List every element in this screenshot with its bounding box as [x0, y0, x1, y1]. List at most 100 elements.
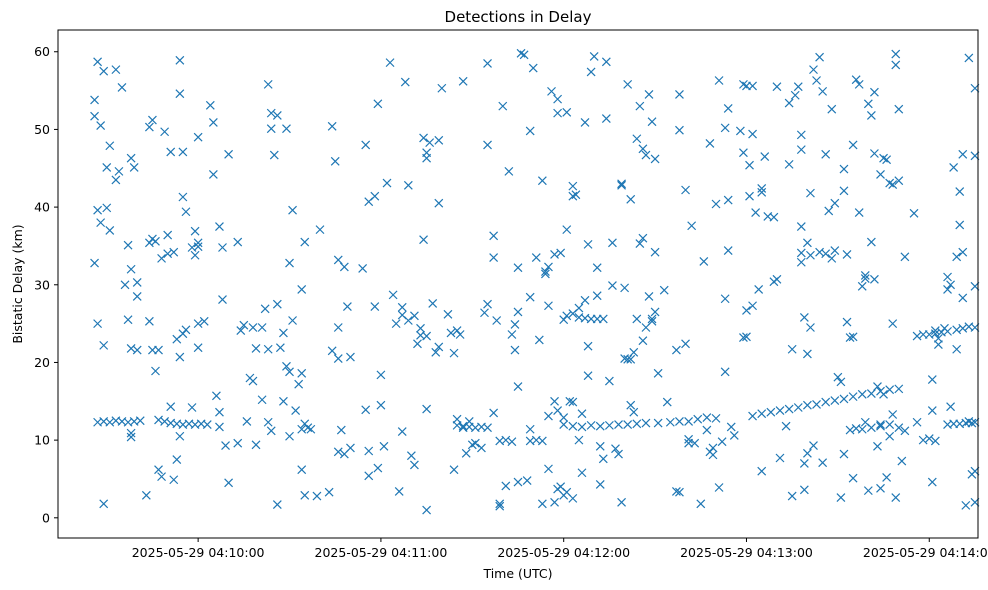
- data-point: [330, 156, 340, 166]
- data-point: [604, 420, 614, 430]
- data-point: [376, 370, 386, 380]
- data-point: [574, 303, 584, 313]
- data-point: [90, 258, 99, 268]
- data-point: [169, 247, 179, 257]
- data-point: [827, 253, 837, 263]
- data-point: [470, 438, 480, 448]
- data-points: [90, 48, 980, 515]
- data-point: [681, 185, 690, 195]
- data-point: [483, 140, 492, 150]
- data-point: [233, 237, 243, 247]
- data-point: [409, 311, 419, 321]
- data-point: [882, 155, 892, 165]
- data-point: [275, 343, 285, 353]
- data-point: [675, 125, 684, 135]
- data-point: [336, 425, 346, 435]
- data-point: [126, 264, 136, 274]
- data-point: [391, 319, 401, 329]
- data-point: [644, 90, 654, 99]
- data-point: [723, 195, 733, 205]
- data-point: [583, 239, 593, 249]
- data-point: [443, 309, 453, 319]
- data-point: [525, 126, 535, 136]
- data-point: [364, 471, 374, 481]
- data-point: [784, 98, 794, 108]
- data-point: [952, 252, 962, 262]
- data-point: [781, 421, 791, 431]
- data-point: [160, 127, 170, 137]
- data-point: [714, 483, 724, 492]
- data-point: [553, 406, 563, 416]
- data-point: [568, 181, 578, 191]
- data-point: [434, 198, 444, 208]
- data-point: [933, 333, 943, 343]
- y-axis: 0 10 20 30 40 50 60: [34, 44, 58, 525]
- data-point: [958, 149, 968, 159]
- data-point: [955, 220, 965, 230]
- data-point: [446, 328, 456, 338]
- data-point: [495, 499, 505, 509]
- data-point: [641, 418, 651, 428]
- data-point: [806, 323, 815, 332]
- data-point: [102, 163, 112, 172]
- data-point: [99, 499, 109, 509]
- data-point: [181, 207, 191, 217]
- data-point: [544, 464, 553, 474]
- data-point: [787, 491, 797, 501]
- data-point: [839, 449, 849, 459]
- data-point: [742, 332, 751, 342]
- data-point: [601, 57, 611, 67]
- data-point: [132, 292, 142, 301]
- data-point: [480, 308, 489, 318]
- data-point: [629, 347, 639, 357]
- data-point: [266, 108, 276, 118]
- data-point: [860, 274, 870, 283]
- data-point: [900, 426, 910, 436]
- data-point: [650, 247, 660, 257]
- data-point: [665, 417, 675, 427]
- data-point: [416, 323, 425, 333]
- data-point: [528, 63, 538, 73]
- data-point: [720, 294, 730, 304]
- data-point: [370, 302, 380, 311]
- data-point: [449, 465, 459, 475]
- data-point: [909, 208, 919, 218]
- data-point: [577, 422, 587, 432]
- data-point: [434, 135, 444, 145]
- data-point: [617, 497, 627, 507]
- data-point: [702, 425, 712, 435]
- data-point: [90, 111, 99, 121]
- data-point: [141, 490, 151, 500]
- data-point: [422, 153, 432, 163]
- data-point: [178, 147, 188, 157]
- data-point: [940, 323, 949, 333]
- data-point: [592, 263, 602, 273]
- data-point: [489, 231, 499, 241]
- data-point: [406, 451, 416, 461]
- data-point: [544, 301, 553, 311]
- data-point: [455, 330, 465, 339]
- data-point: [885, 431, 895, 441]
- data-point: [172, 455, 182, 464]
- data-point: [559, 413, 569, 423]
- data-point: [577, 468, 587, 478]
- data-point: [285, 258, 294, 268]
- y-tick-label: 30: [34, 277, 50, 292]
- data-point: [943, 272, 952, 282]
- plot-area-frame: [57, 29, 979, 539]
- data-point: [891, 49, 901, 59]
- data-point: [90, 95, 99, 105]
- data-point: [708, 443, 718, 453]
- data-point: [784, 159, 794, 169]
- data-point: [166, 402, 176, 412]
- data-point: [550, 497, 559, 507]
- y-tick-label: 60: [34, 44, 50, 59]
- data-point: [714, 76, 724, 85]
- data-point: [885, 420, 895, 430]
- data-point: [626, 354, 636, 364]
- data-point: [930, 436, 940, 446]
- data-point: [754, 285, 764, 294]
- data-point: [285, 431, 294, 441]
- data-point: [757, 409, 767, 419]
- data-point: [519, 50, 529, 60]
